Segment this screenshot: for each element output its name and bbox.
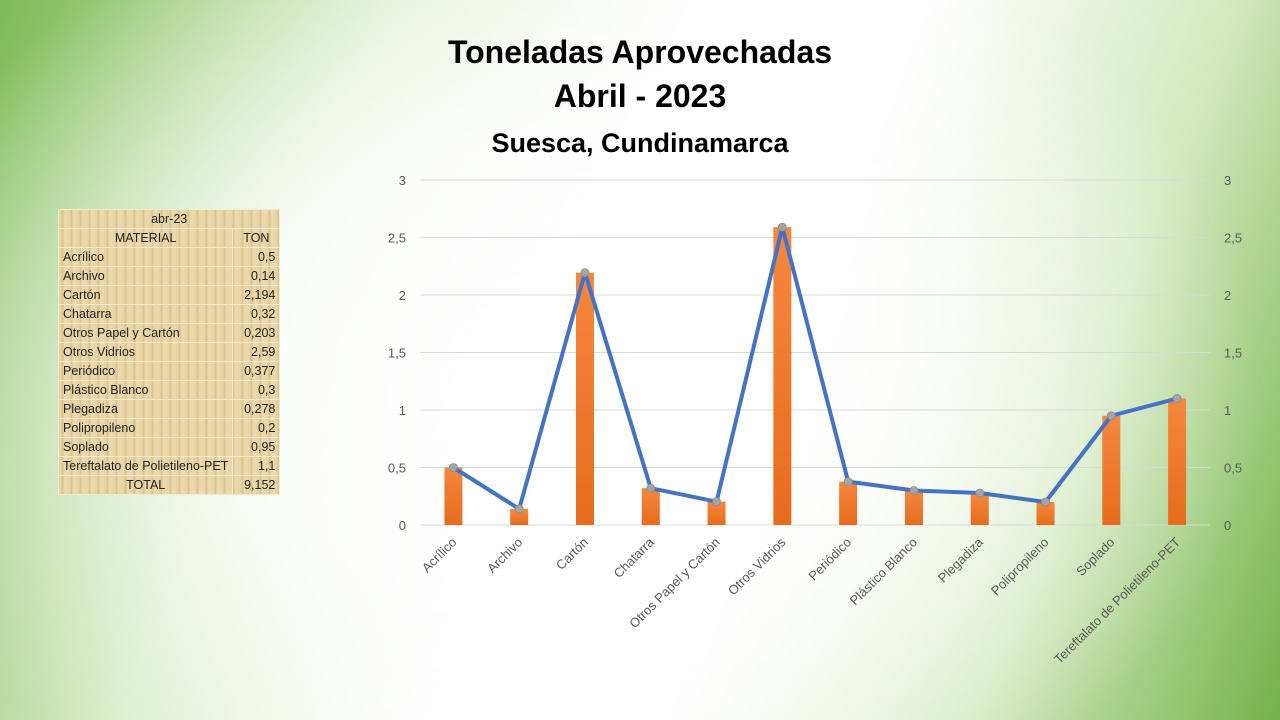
line-marker bbox=[580, 268, 590, 278]
x-tick-label: Polipropileno bbox=[988, 535, 1052, 599]
ton-cell: 0,203 bbox=[232, 323, 281, 343]
y-tick-label-left: 0,5 bbox=[388, 461, 406, 476]
header-ton: TON bbox=[232, 228, 281, 248]
ton-cell: 0,3 bbox=[232, 380, 281, 400]
total-row: TOTAL 9,152 bbox=[57, 475, 281, 495]
material-cell: Otros Vidrios bbox=[57, 342, 234, 362]
table-row: Tereftalato de Polietileno-PET 1,1 bbox=[57, 456, 281, 476]
line-marker bbox=[514, 504, 524, 514]
line-marker bbox=[448, 463, 458, 472]
y-tick-label-left: 2 bbox=[399, 288, 406, 303]
data-table: abr-23 MATERIAL TON Acrílico 0,5 Archivo 0,1… bbox=[57, 209, 281, 495]
line-marker bbox=[777, 222, 787, 232]
bar bbox=[1102, 415, 1121, 525]
y-tick-label-right: 0,5 bbox=[1224, 461, 1242, 476]
material-cell: Chatarra bbox=[57, 304, 234, 324]
y-tick-label-right: 2 bbox=[1224, 288, 1231, 303]
chart-location: Suesca, Cundinamarca bbox=[491, 128, 789, 158]
y-tick-label-left: 3 bbox=[399, 173, 406, 188]
x-tick-label: Tereftalato de Polietileno-PET bbox=[1051, 534, 1183, 666]
y-tick-label-right: 2,5 bbox=[1224, 231, 1242, 246]
table-row: Plegadiza 0,278 bbox=[57, 399, 281, 419]
bar bbox=[773, 227, 792, 525]
y-tick-label-left: 1 bbox=[399, 403, 406, 418]
bar bbox=[575, 272, 594, 525]
bar bbox=[444, 467, 463, 525]
line-marker bbox=[975, 488, 985, 498]
bar bbox=[641, 488, 660, 525]
table-row: Otros Vidrios 2,59 bbox=[57, 342, 281, 362]
table-row: Cartón 2,194 bbox=[57, 285, 281, 305]
y-tick-label-left: 2,5 bbox=[388, 231, 406, 246]
table-row: Acrílico 0,5 bbox=[57, 247, 281, 267]
material-cell: Archivo bbox=[57, 266, 234, 286]
bar bbox=[1036, 502, 1055, 525]
x-tick-label: Acrílico bbox=[419, 535, 460, 576]
line-marker bbox=[1106, 411, 1116, 421]
total-value: 9,152 bbox=[232, 475, 281, 495]
ton-cell: 2,194 bbox=[232, 285, 281, 305]
y-tick-label-right: 1 bbox=[1224, 403, 1231, 418]
x-tick-label: Archivo bbox=[484, 535, 525, 576]
x-tick-label: Periódico bbox=[805, 535, 854, 584]
ton-cell: 0,2 bbox=[232, 418, 281, 438]
y-tick-label-left: 1,5 bbox=[388, 346, 406, 361]
bar bbox=[904, 490, 923, 525]
line-marker bbox=[1172, 394, 1182, 403]
x-tick-label: Plástico Blanco bbox=[847, 535, 920, 608]
series-line bbox=[452, 225, 1178, 511]
x-tick-label: Soplado bbox=[1073, 535, 1117, 579]
bar bbox=[970, 493, 989, 525]
chart-subtitle: Abril - 2023 bbox=[553, 78, 727, 114]
y-tick-label-right: 1,5 bbox=[1224, 346, 1242, 361]
ton-cell: 1,1 bbox=[232, 456, 281, 476]
bar bbox=[1168, 398, 1187, 525]
x-tick-label: Otros Vidrios bbox=[725, 534, 789, 598]
table-row: Soplado 0,95 bbox=[57, 437, 281, 457]
line-marker bbox=[843, 477, 853, 487]
bar bbox=[839, 481, 858, 525]
material-cell: Tereftalato de Polietileno-PET bbox=[57, 456, 234, 476]
bar bbox=[707, 501, 726, 525]
line-marker bbox=[909, 486, 919, 495]
line-marker bbox=[1041, 497, 1050, 507]
total-label: TOTAL bbox=[57, 475, 234, 495]
line-marker bbox=[712, 497, 721, 507]
y-tick-label-right: 3 bbox=[1224, 173, 1231, 188]
chart-title: Toneladas Aprovechadas bbox=[447, 34, 833, 70]
x-tick-label: Chatarra bbox=[611, 534, 658, 581]
x-tick-label: Cartón bbox=[553, 535, 591, 573]
x-tick-label: Plegadiza bbox=[935, 534, 987, 586]
bar bbox=[510, 508, 529, 525]
table-row: Chatarra 0,32 bbox=[57, 304, 281, 324]
line-marker bbox=[646, 483, 656, 493]
y-tick-label-right: 0 bbox=[1224, 518, 1231, 533]
y-tick-label-left: 0 bbox=[399, 518, 406, 533]
